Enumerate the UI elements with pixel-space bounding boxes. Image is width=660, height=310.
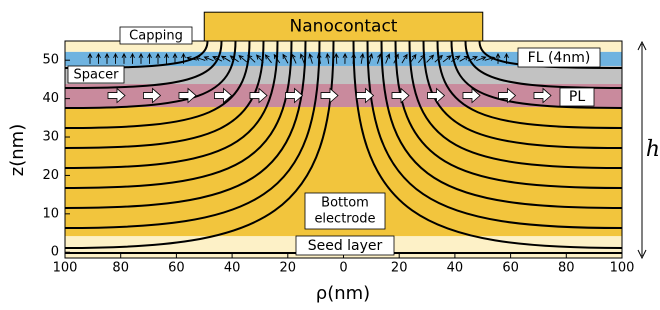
x-tick-label: 80	[558, 261, 575, 276]
layer-label: FL (4nm)	[528, 50, 591, 66]
layer-label: Seed layer	[308, 238, 383, 254]
x-tick-label: 100	[53, 261, 78, 276]
x-axis-label: ρ(nm)	[316, 283, 370, 304]
layer-label: Bottom	[321, 196, 369, 211]
x-tick-label: 60	[168, 261, 185, 276]
y-tick-label: 0	[51, 245, 59, 260]
x-tick-label: 100	[610, 261, 635, 276]
layer-label: Spacer	[74, 68, 120, 83]
chart: 1008060402002040608010001020304050 Cappi…	[0, 0, 660, 306]
nanocontact-label: Nanocontact	[290, 17, 398, 37]
y-tick-label: 50	[42, 53, 59, 68]
y-tick-label: 30	[42, 130, 59, 145]
x-tick-label: 20	[391, 261, 408, 276]
x-tick-label: 20	[280, 261, 297, 276]
layer-label: Capping	[129, 29, 183, 44]
y-axis-label: z(nm)	[7, 124, 28, 176]
y-tick-label: 10	[42, 206, 59, 221]
x-tick-label: 80	[112, 261, 129, 276]
layer-label: PL	[569, 89, 585, 105]
layer-label: electrode	[314, 212, 375, 227]
y-tick-label: 40	[42, 91, 59, 106]
layer	[65, 66, 622, 84]
x-tick-label: 40	[447, 261, 464, 276]
height-label: h	[646, 137, 660, 162]
x-tick-label: 40	[224, 261, 241, 276]
y-tick-label: 20	[42, 168, 59, 183]
x-tick-label: 60	[502, 261, 519, 276]
x-tick-label: 0	[339, 261, 347, 276]
